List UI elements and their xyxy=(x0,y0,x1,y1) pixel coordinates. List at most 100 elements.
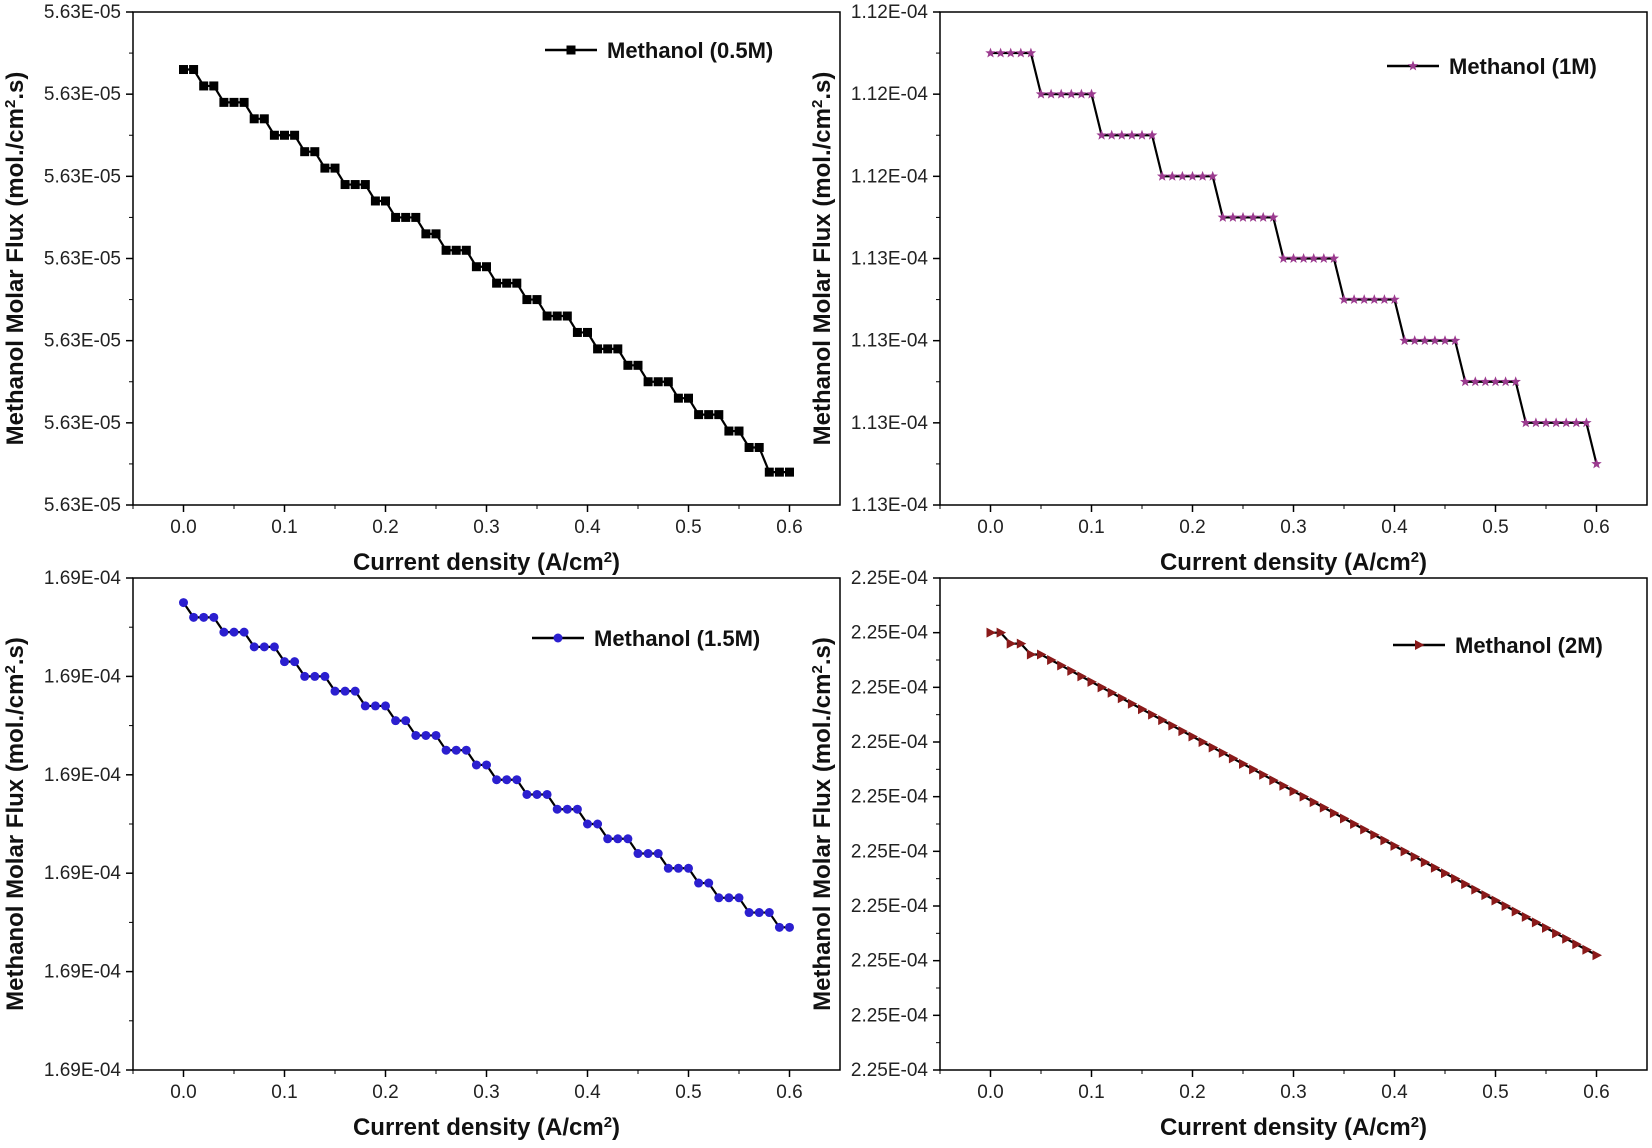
data-point xyxy=(1228,753,1239,764)
data-point xyxy=(1289,786,1299,797)
data-point xyxy=(562,311,572,321)
data-point xyxy=(1550,417,1562,428)
data-point xyxy=(1116,129,1128,140)
data-point xyxy=(1086,88,1097,99)
data-point xyxy=(1197,170,1208,181)
data-point xyxy=(179,598,188,608)
legend-label: Methanol (1.5M) xyxy=(594,626,760,651)
data-point xyxy=(1278,253,1289,263)
legend: Methanol (0.5M) xyxy=(545,38,773,63)
data-point xyxy=(572,327,582,337)
data-point xyxy=(431,730,441,740)
legend-label: Methanol (1M) xyxy=(1449,54,1597,79)
data-point xyxy=(542,311,552,321)
data-point xyxy=(996,627,1007,638)
data-point xyxy=(370,701,380,711)
data-point xyxy=(724,893,734,903)
y-tick-label: 2.25E-04 xyxy=(851,896,929,917)
data-point xyxy=(1006,638,1017,649)
x-tick-label: 0.4 xyxy=(574,1082,601,1103)
data-point xyxy=(1309,797,1320,808)
y-tick-label: 5.63E-05 xyxy=(44,495,121,516)
data-point xyxy=(1439,335,1451,346)
x-tick-label: 0.1 xyxy=(1078,517,1104,538)
data-point xyxy=(613,344,623,354)
data-point xyxy=(1247,211,1259,222)
data-point xyxy=(350,180,360,190)
data-point xyxy=(643,377,653,387)
x-tick-label: 0.5 xyxy=(675,517,701,538)
data-point xyxy=(1076,88,1087,99)
data-point xyxy=(1490,376,1501,387)
data-point xyxy=(421,730,431,740)
data-point xyxy=(259,114,269,124)
legend-marker xyxy=(566,45,576,55)
data-point xyxy=(199,81,209,91)
data-point xyxy=(1350,819,1360,829)
data-point xyxy=(1005,47,1016,58)
data-point xyxy=(1430,862,1441,873)
data-point xyxy=(360,180,370,190)
data-point xyxy=(1471,884,1481,895)
y-tick-label: 1.69E-04 xyxy=(44,863,122,884)
x-tick-label: 0.2 xyxy=(372,1082,398,1103)
data-point xyxy=(381,196,390,206)
x-tick-label: 0.0 xyxy=(170,517,196,538)
data-point xyxy=(280,130,289,140)
data-point xyxy=(1136,129,1148,140)
data-point xyxy=(1138,704,1148,715)
data-point xyxy=(189,65,199,75)
data-point xyxy=(492,775,502,785)
data-point xyxy=(1328,253,1340,263)
x-tick-label: 0.6 xyxy=(1583,1082,1609,1103)
data-point xyxy=(986,627,996,638)
data-point xyxy=(401,716,411,726)
y-axis-title: Methanol Molar Flux (mol./cm2.s) xyxy=(809,637,837,1011)
data-point xyxy=(1571,417,1582,428)
data-point xyxy=(471,262,481,272)
data-point xyxy=(1097,682,1108,693)
y-tick-label: 1.12E-04 xyxy=(851,2,929,23)
y-tick-label: 2.25E-04 xyxy=(851,787,929,808)
data-point xyxy=(1045,88,1057,99)
data-point xyxy=(330,163,340,173)
data-point xyxy=(1127,698,1138,709)
y-tick-label: 1.12E-04 xyxy=(851,166,929,187)
data-point xyxy=(370,196,380,206)
x-axis-title: Current density (A/cm2) xyxy=(1160,549,1427,577)
x-tick-label: 0.4 xyxy=(1381,517,1408,538)
data-point xyxy=(1449,335,1461,346)
data-point xyxy=(1096,129,1107,140)
data-point xyxy=(1207,170,1218,181)
data-point xyxy=(785,922,794,932)
data-point xyxy=(1268,211,1279,222)
y-tick-label: 1.13E-04 xyxy=(851,413,929,434)
data-point xyxy=(653,849,663,859)
y-tick-label: 5.63E-05 xyxy=(44,413,121,434)
data-point xyxy=(269,130,279,140)
data-point xyxy=(1390,840,1400,851)
data-point xyxy=(583,327,592,337)
data-point xyxy=(1389,294,1400,305)
data-point xyxy=(1581,417,1592,428)
data-point xyxy=(310,671,320,681)
data-point xyxy=(1358,294,1370,305)
data-point xyxy=(502,278,512,288)
x-tick-label: 0.5 xyxy=(1482,1082,1508,1103)
data-point xyxy=(189,612,199,622)
data-point xyxy=(1511,906,1522,917)
data-point xyxy=(209,81,219,91)
data-point xyxy=(1257,211,1269,222)
y-tick-label: 1.13E-04 xyxy=(851,331,929,352)
data-point xyxy=(714,893,724,903)
data-point xyxy=(562,804,572,814)
data-point xyxy=(1572,939,1582,950)
data-point xyxy=(320,671,330,681)
data-point xyxy=(269,642,279,652)
data-point xyxy=(1015,47,1027,58)
data-point xyxy=(1491,895,1501,906)
x-tick-label: 0.6 xyxy=(1583,517,1609,538)
data-point xyxy=(1077,671,1087,682)
y-tick-label: 1.13E-04 xyxy=(851,495,929,516)
data-point xyxy=(1369,294,1380,305)
